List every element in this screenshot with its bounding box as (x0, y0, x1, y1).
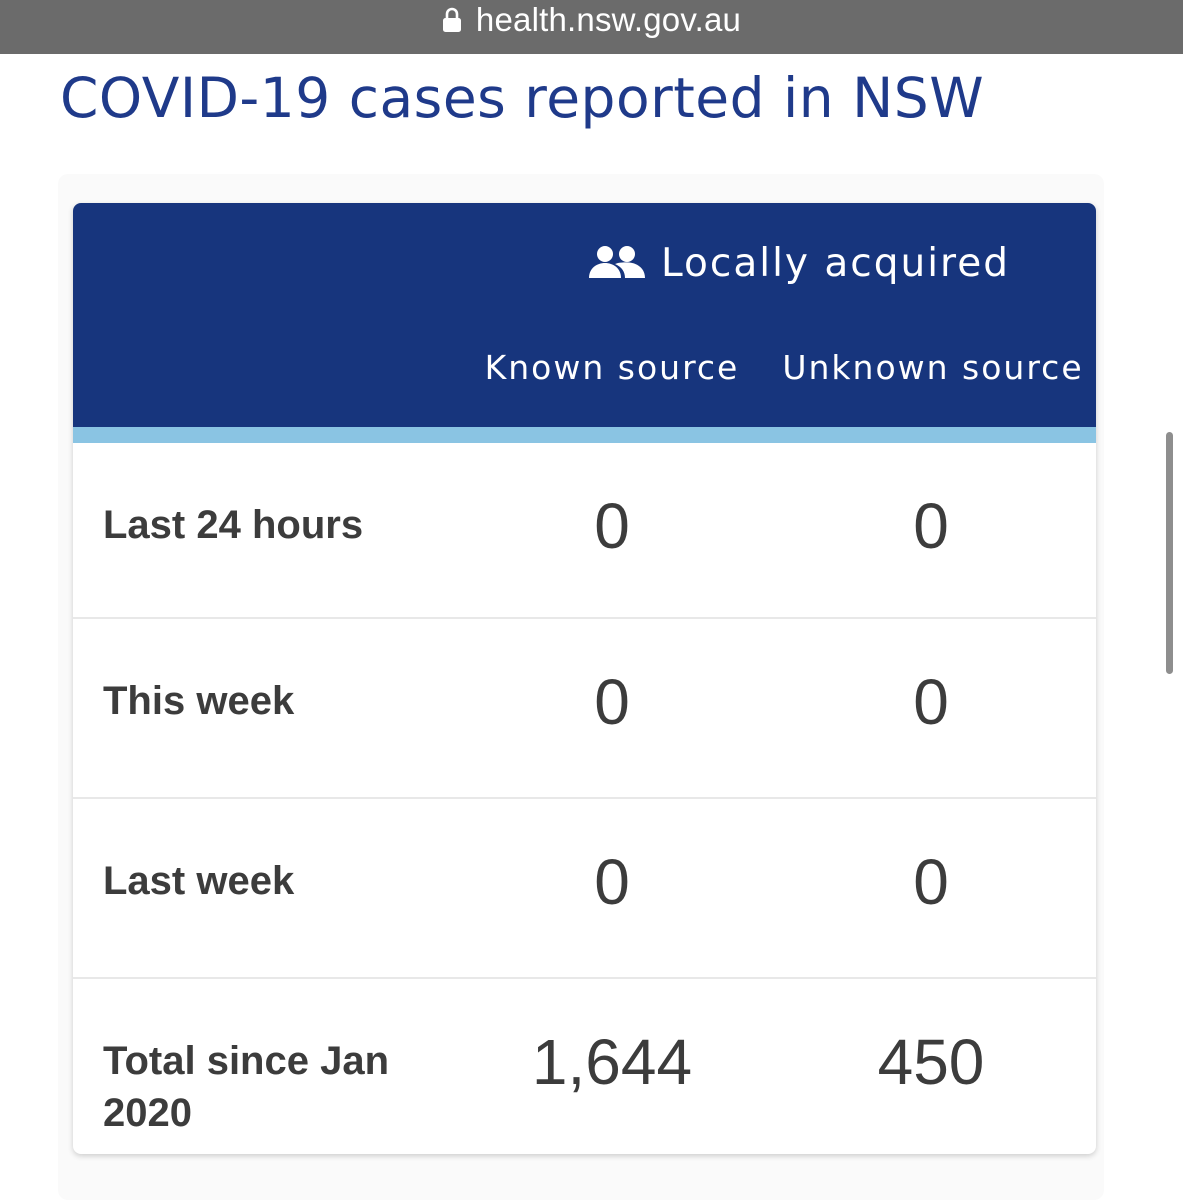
known-source-value: 0 (594, 846, 630, 918)
known-source-value: 0 (594, 666, 630, 738)
group-heading-label: Locally acquired (661, 241, 1010, 286)
known-source-value: 0 (594, 490, 630, 562)
cases-table: Locally acquired Known source Unknown so… (73, 203, 1096, 1154)
column-header-unknown-source: Unknown source (782, 348, 1084, 387)
row-label: Total since Jan 2020 (103, 1039, 390, 1135)
url-display[interactable]: health.nsw.gov.au (442, 1, 741, 39)
table-row: Last 24 hours 0 0 (73, 443, 1096, 619)
url-text: health.nsw.gov.au (475, 1, 742, 38)
table-row: Total since Jan 2020 1,644 450 (73, 979, 1096, 1154)
scrollbar-thumb[interactable] (1166, 432, 1173, 674)
unknown-source-value: 0 (913, 846, 949, 918)
unknown-source-value: 0 (913, 490, 949, 562)
row-label: Last week (103, 859, 295, 903)
row-label: This week (103, 679, 295, 723)
table-header: Locally acquired Known source Unknown so… (73, 203, 1096, 427)
unknown-source-value: 450 (877, 1026, 985, 1098)
header-accent-bar (73, 427, 1096, 443)
row-label: Last 24 hours (103, 503, 364, 547)
table-row: This week 0 0 (73, 619, 1096, 799)
browser-url-bar[interactable]: health.nsw.gov.au (0, 0, 1183, 54)
unknown-source-value: 0 (913, 666, 949, 738)
page-title: COVID-19 cases reported in NSW (60, 66, 985, 130)
lock-icon (442, 7, 461, 32)
group-heading: Locally acquired (587, 241, 1010, 286)
people-icon (589, 245, 645, 278)
column-header-known-source: Known source (484, 348, 740, 387)
table-row: Last week 0 0 (73, 799, 1096, 979)
known-source-value: 1,644 (531, 1026, 693, 1098)
